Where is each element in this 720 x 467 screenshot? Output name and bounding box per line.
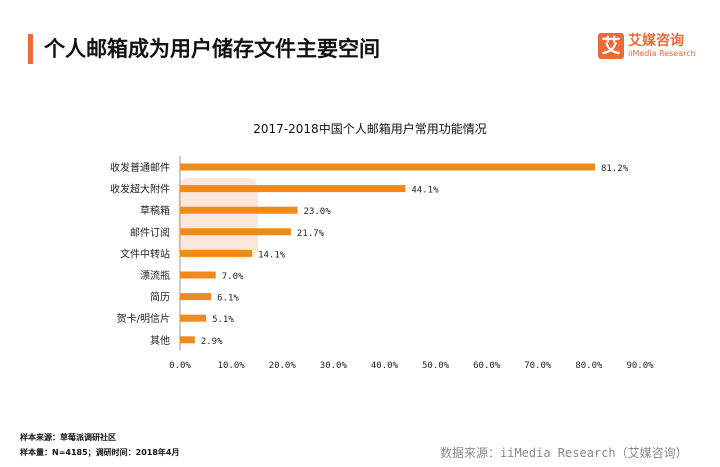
logo-en: iiMedia Research bbox=[628, 49, 696, 58]
data-label: 44.1% bbox=[411, 186, 439, 196]
x-tick-label: 50.0% bbox=[422, 361, 450, 371]
title-accent-bar bbox=[28, 34, 33, 64]
bar bbox=[180, 336, 195, 344]
category-label: 漂流瓶 bbox=[140, 269, 170, 282]
data-label: 2.9% bbox=[201, 337, 223, 347]
data-label: 14.1% bbox=[258, 250, 286, 260]
data-source: 数据来源：iiMedia Research（艾媒咨询） bbox=[440, 446, 688, 460]
category-label: 邮件订阅 bbox=[130, 226, 170, 239]
bar bbox=[180, 293, 212, 301]
bar bbox=[180, 185, 406, 193]
x-tick-label: 90.0% bbox=[626, 361, 654, 371]
logo: 艾 艾媒咨询 iiMedia Research bbox=[598, 33, 696, 59]
data-label: 23.0% bbox=[304, 207, 332, 217]
x-tick-label: 10.0% bbox=[218, 361, 246, 371]
page-title: 个人邮箱成为用户储存文件主要空间 bbox=[44, 37, 380, 61]
chart-title: 2017-2018中国个人邮箱用户常用功能情况 bbox=[253, 121, 486, 136]
sample-source: 样本来源：草莓派调研社区 bbox=[20, 433, 116, 442]
data-label: 81.2% bbox=[601, 164, 629, 174]
category-label: 简历 bbox=[150, 291, 170, 304]
category-label: 草稿箱 bbox=[140, 204, 170, 217]
x-tick-label: 40.0% bbox=[371, 361, 399, 371]
data-label: 7.0% bbox=[222, 272, 244, 282]
bar bbox=[180, 206, 298, 214]
x-tick-label: 60.0% bbox=[473, 361, 501, 371]
data-label: 21.7% bbox=[297, 229, 325, 239]
logo-mark: 艾 bbox=[598, 33, 624, 59]
sample-size: 样本量：N=4185；调研时间：2018年4月 bbox=[20, 448, 180, 457]
x-tick-label: 20.0% bbox=[269, 361, 297, 371]
category-label: 文件中转站 bbox=[120, 247, 170, 260]
bar bbox=[180, 163, 596, 171]
category-label: 收发超大附件 bbox=[110, 183, 170, 196]
bar bbox=[180, 228, 291, 236]
bar bbox=[180, 314, 207, 322]
x-tick-label: 70.0% bbox=[524, 361, 552, 371]
category-label: 贺卡/明信片 bbox=[117, 312, 170, 325]
data-label: 5.1% bbox=[212, 315, 234, 325]
x-tick-label: 0.0% bbox=[169, 361, 191, 371]
x-tick-label: 30.0% bbox=[320, 361, 348, 371]
data-label: 6.1% bbox=[217, 294, 239, 304]
bar bbox=[180, 271, 216, 279]
bar bbox=[180, 249, 253, 257]
category-label: 其他 bbox=[150, 334, 170, 347]
x-tick-label: 80.0% bbox=[575, 361, 603, 371]
category-label: 收发普通邮件 bbox=[110, 161, 170, 174]
logo-cn: 艾媒咨询 bbox=[628, 33, 684, 49]
